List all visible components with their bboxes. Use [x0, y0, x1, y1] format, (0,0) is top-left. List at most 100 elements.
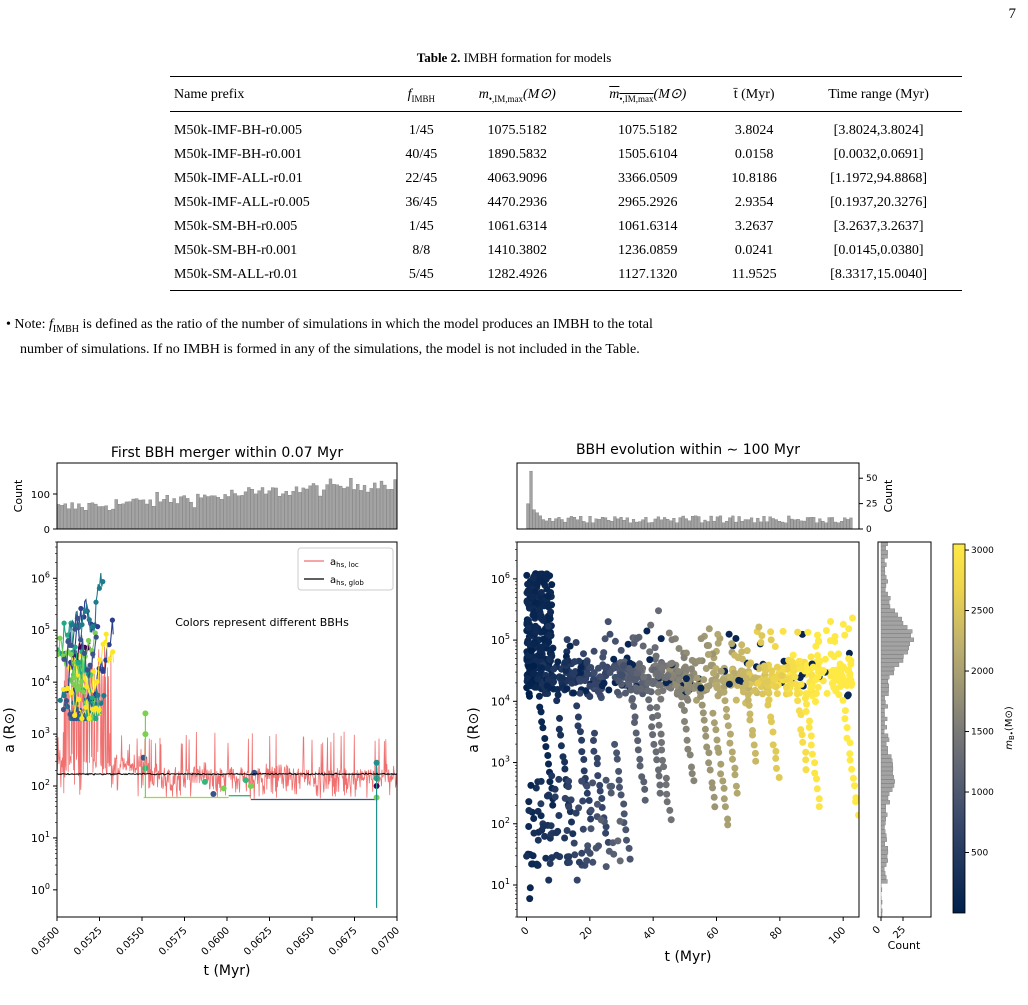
scatter-point — [720, 795, 728, 803]
scatter-point — [604, 618, 612, 626]
scatter-point — [608, 782, 616, 790]
right-hist-bar — [796, 519, 800, 530]
scatter-point — [656, 789, 664, 797]
header-m-symbol: m — [478, 87, 489, 102]
scatter-point — [831, 638, 839, 645]
scatter-point — [607, 789, 615, 797]
table-cell: [3.2637,3.2637] — [833, 218, 924, 234]
scatter-point — [646, 656, 654, 664]
scatter-point — [589, 858, 597, 866]
scatter-point — [812, 642, 820, 650]
right-xtick-label: 80 — [768, 925, 785, 942]
scatter-point — [587, 825, 595, 833]
scatter-point — [663, 790, 671, 798]
scatter-point — [548, 772, 556, 780]
left-hist-bar — [230, 489, 234, 530]
scatter-point — [708, 779, 716, 787]
right-hist-bar — [687, 520, 691, 530]
right-hist-tick-label: 0 — [866, 525, 872, 535]
right-xtick-label: 20 — [578, 925, 595, 942]
bbh-point — [57, 635, 63, 641]
scatter-point — [525, 823, 533, 830]
scatter-point — [543, 792, 551, 800]
side-hist-bar — [880, 641, 911, 647]
scatter-point — [590, 647, 598, 655]
header-f-sub: IMBH — [411, 93, 436, 104]
scatter-point — [697, 693, 704, 700]
header-name-prefix: Name prefix — [170, 76, 391, 112]
scatter-point — [657, 695, 665, 703]
side-hist-bar — [880, 733, 889, 738]
right-hist-bar — [529, 470, 533, 530]
right-hist-bar — [600, 517, 605, 530]
bbh-point — [106, 642, 112, 648]
left-hist-bar — [107, 510, 112, 530]
scatter-point — [695, 657, 703, 665]
scatter-point — [645, 696, 653, 704]
scatter-point — [792, 680, 800, 688]
bbh-point — [68, 689, 74, 696]
side-hist-bar — [880, 596, 891, 601]
side-hist-bar — [880, 625, 908, 630]
left-hist-bar — [301, 487, 305, 530]
scatter-point — [640, 673, 648, 681]
scatter-point — [653, 669, 661, 677]
side-hist-bar — [880, 600, 890, 605]
scatter-point — [581, 677, 589, 685]
bbh-point — [100, 641, 106, 647]
bbh-point — [201, 778, 208, 785]
scatter-point — [682, 675, 690, 683]
scatter-point — [659, 756, 666, 764]
left-xtick-label: 0.0500 — [30, 925, 63, 958]
side-hist-bar — [880, 850, 889, 855]
scatter-point — [750, 741, 758, 749]
scatter-point — [563, 827, 571, 834]
scatter-point — [543, 585, 551, 593]
scatter-point — [578, 849, 586, 857]
bbh-point — [93, 634, 99, 640]
table-cell: 1410.3802 — [487, 242, 547, 258]
scatter-point — [688, 770, 696, 778]
scatter-point — [688, 665, 695, 673]
scatter-point — [701, 725, 709, 733]
scatter-point — [742, 674, 750, 682]
scatter-point — [602, 863, 610, 871]
scatter-point — [626, 855, 634, 863]
scatter-point — [563, 636, 571, 644]
left-y-label: a (R⊙) — [2, 707, 18, 752]
right-hist-bar — [684, 518, 688, 530]
side-hist-bar — [880, 816, 886, 822]
scatter-point — [726, 673, 734, 681]
scatter-point — [542, 743, 550, 751]
bbh-point — [80, 689, 86, 695]
right-hist-bar — [824, 522, 828, 530]
note-symbol-sub: IMBH — [52, 323, 80, 335]
side-hist-bar — [880, 662, 900, 667]
scatter-point — [537, 589, 545, 596]
left-xtick-label: 0.0575 — [157, 925, 190, 958]
scatter-point — [549, 644, 557, 652]
left-hist-bar — [131, 498, 135, 530]
bbh-point — [65, 685, 71, 691]
scatter-point — [726, 739, 734, 747]
right-hist-bar — [746, 519, 751, 530]
left-hist-ytick-100: 100 — [31, 490, 50, 501]
left-hist-bar — [199, 497, 203, 530]
scatter-point — [725, 680, 733, 688]
side-hist-bar — [880, 737, 890, 742]
left-hist-bar — [291, 491, 295, 530]
bbh-point — [90, 623, 96, 629]
left-hist-bar — [267, 490, 271, 530]
scatter-point — [746, 710, 754, 718]
right-hist-bar — [569, 516, 573, 530]
table-row: M50k-SM-BH-r0.001 8/8 1410.3802 1236.0859 0.… — [170, 239, 962, 263]
scatter-point — [767, 628, 775, 636]
left-hist-bar — [111, 508, 115, 530]
scatter-point — [731, 651, 739, 659]
right-hist-bar — [604, 517, 608, 530]
side-hist-bar — [880, 912, 883, 917]
bbh-point — [247, 782, 254, 789]
table-cell: 1/45 — [408, 122, 434, 138]
left-ytick-label: 100 — [31, 882, 50, 897]
scatter-point — [647, 621, 655, 629]
